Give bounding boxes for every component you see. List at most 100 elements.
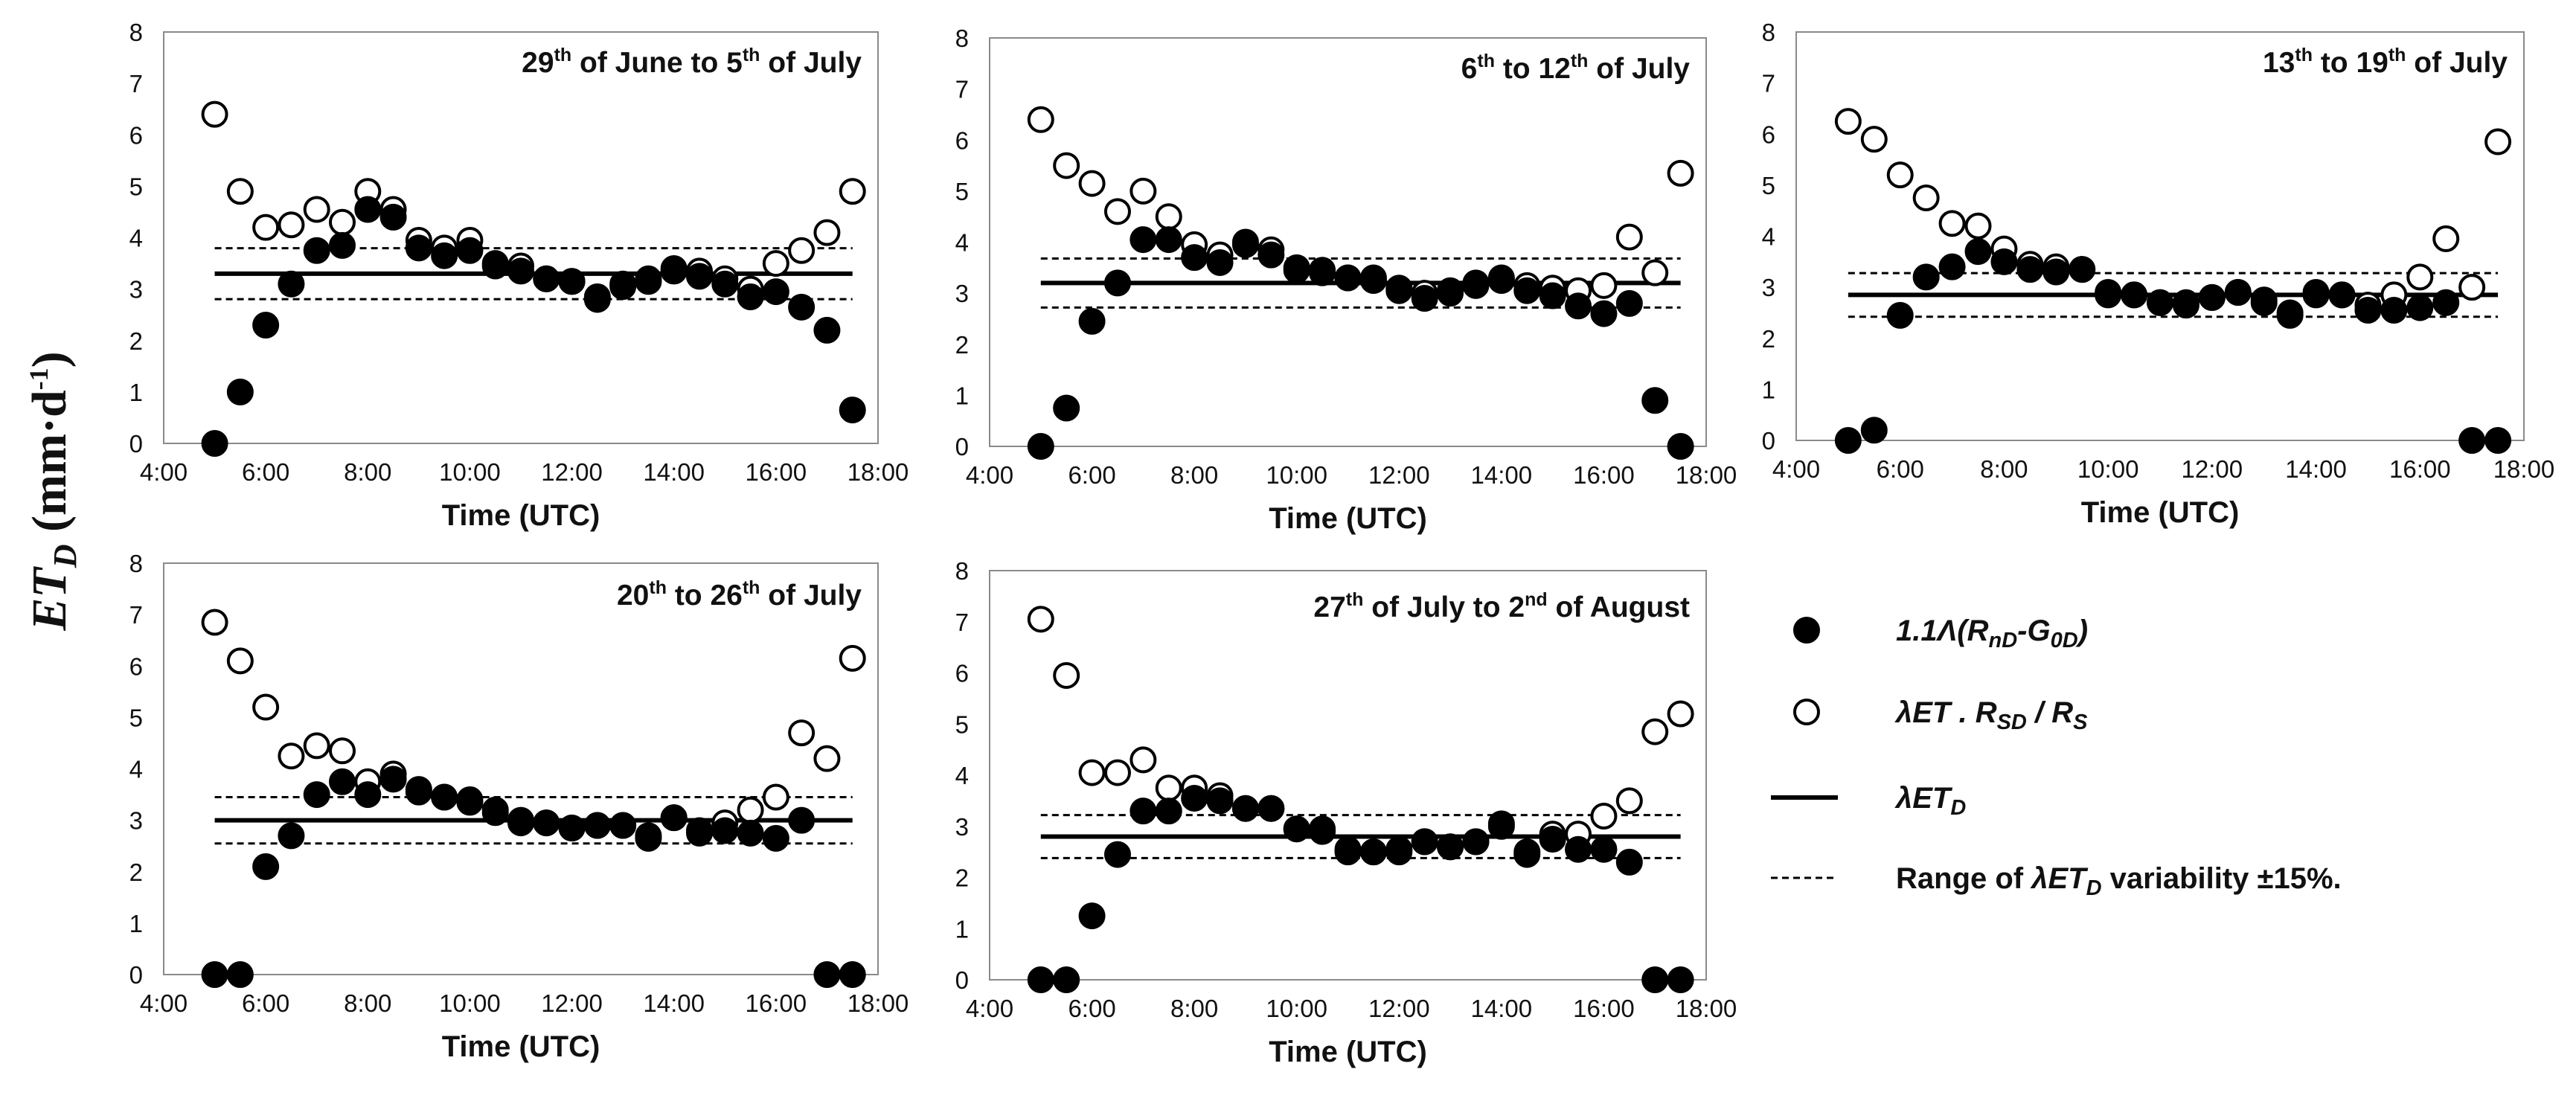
y-tick-label: 5 (1762, 172, 1775, 199)
filled-point (1027, 433, 1054, 460)
filled-point (1462, 272, 1490, 299)
filled-point (1359, 266, 1387, 294)
filled-point (1206, 787, 1234, 815)
filled-point (481, 252, 509, 280)
x-tick-label: 12:00 (541, 458, 603, 486)
filled-point (1181, 784, 1208, 812)
filled-point (354, 781, 382, 809)
open-point (839, 644, 866, 672)
open-point (1053, 152, 1080, 179)
x-axis-title: Time (UTC) (442, 1030, 600, 1063)
legend-filled-marker (1793, 617, 1820, 644)
filled-point (1359, 838, 1387, 866)
filled-point (1181, 244, 1208, 272)
x-tick-label: 18:00 (1676, 461, 1737, 489)
filled-point (1206, 248, 1234, 276)
x-tick-label: 10:00 (2077, 455, 2139, 483)
filled-point (813, 316, 841, 344)
x-tick-label: 18:00 (848, 989, 909, 1017)
filled-point (788, 293, 816, 321)
open-point (1615, 787, 1643, 815)
plot-frame (989, 570, 1707, 981)
filled-point (379, 766, 407, 793)
filled-point (686, 263, 713, 290)
y-tick-label: 6 (1762, 121, 1775, 148)
filled-point (1309, 815, 1336, 843)
open-point (839, 178, 866, 205)
open-point (1590, 803, 1618, 830)
y-tick-label: 4 (129, 756, 143, 783)
filled-point (1103, 269, 1131, 297)
filled-point (226, 961, 254, 988)
x-tick-label: 8:00 (1980, 455, 2028, 483)
x-tick-label: 10:00 (1266, 995, 1327, 1022)
open-point (813, 219, 841, 246)
filled-point (1590, 835, 1618, 863)
filled-point (1539, 825, 1566, 853)
filled-point (533, 265, 560, 292)
open-point (2484, 128, 2512, 155)
filled-point (303, 781, 330, 809)
filled-point (379, 203, 407, 231)
plot-frame (163, 562, 879, 975)
x-axis-title: Time (UTC) (1269, 1036, 1427, 1068)
legend-open-marker (1793, 699, 1820, 725)
filled-point (1257, 795, 1285, 822)
filled-point (1078, 307, 1106, 335)
x-tick-label: 18:00 (1676, 995, 1737, 1022)
open-point (1053, 661, 1080, 689)
x-tick-label: 16:00 (1573, 995, 1635, 1022)
y-tick-label: 0 (955, 966, 969, 994)
filled-point (1053, 966, 1080, 993)
open-point (1667, 700, 1694, 728)
y-tick-label: 1 (129, 379, 143, 406)
filled-point (201, 430, 228, 457)
x-tick-label: 6:00 (1068, 995, 1115, 1022)
filled-point (481, 799, 509, 827)
open-point (278, 211, 305, 239)
open-point (788, 237, 816, 264)
filled-point (1437, 280, 1464, 307)
x-tick-label: 12:00 (541, 989, 603, 1017)
open-point (1130, 177, 1157, 205)
y-tick-label: 1 (129, 910, 143, 937)
y-tick-label: 6 (129, 121, 143, 149)
filled-point (1565, 835, 1592, 863)
filled-point (1641, 966, 1669, 993)
x-tick-label: 4:00 (140, 989, 188, 1017)
open-point (2458, 274, 2486, 301)
filled-point (1027, 966, 1054, 993)
filled-point (2016, 256, 2044, 283)
filled-point (1539, 282, 1566, 309)
filled-point (558, 814, 586, 841)
open-point (1615, 223, 1643, 251)
chart-panel-1: 0 1 2 3 4 5 6 7 8 4:00 6:00 8:00 10:00 12:00 14:00 16:0… (129, 19, 909, 532)
legend-dashed-label: Range of λETD variability ±15%. (1896, 862, 2342, 900)
x-tick-label: 6:00 (242, 458, 289, 486)
filled-point (762, 278, 789, 306)
open-point (1641, 718, 1669, 745)
filled-point (405, 778, 432, 806)
filled-point (2042, 258, 2070, 286)
filled-point (405, 234, 432, 262)
open-point (1834, 108, 1862, 135)
filled-point (1834, 427, 1862, 454)
open-point (252, 693, 280, 721)
y-tick-label: 0 (955, 433, 969, 461)
x-tick-label: 18:00 (2493, 455, 2555, 483)
filled-point (839, 397, 866, 424)
open-point (1155, 774, 1182, 802)
filled-point (354, 196, 382, 223)
x-tick-label: 14:00 (643, 989, 705, 1017)
open-point (762, 783, 789, 811)
y-tick-label: 1 (1762, 376, 1775, 403)
filled-point (226, 378, 254, 405)
open-point (226, 178, 254, 205)
filled-point (1462, 828, 1490, 856)
open-point (1103, 198, 1131, 225)
open-point (1130, 746, 1157, 774)
filled-point (711, 270, 739, 298)
y-tick-label: 8 (1762, 19, 1775, 46)
filled-point (1231, 795, 1259, 822)
y-tick-label: 8 (955, 25, 969, 52)
